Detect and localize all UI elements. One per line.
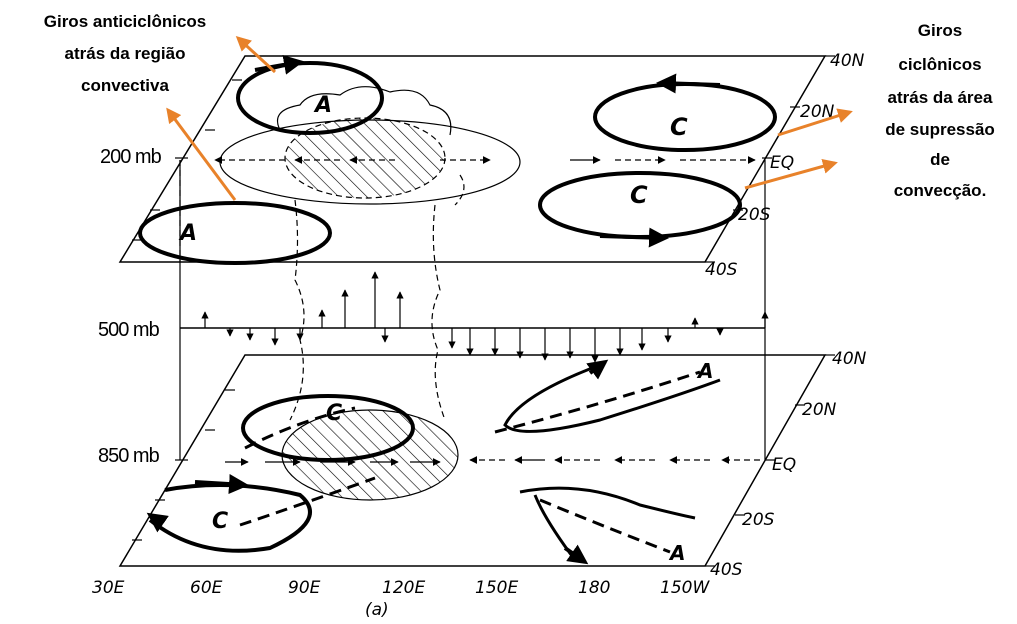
lat-top-20N: 20N	[800, 102, 835, 122]
lon-120E: 120E	[382, 578, 425, 598]
annotation-right-line-2: ciclônicos	[898, 55, 981, 74]
label-C-bot-lower: C	[212, 509, 228, 534]
lat-bot-20S: 20S	[742, 510, 775, 530]
annotation-left: Giros anticiclônicos atrás da região con…	[44, 12, 207, 95]
annotation-right: Giros ciclônicos atrás da área de supres…	[885, 21, 995, 200]
level-label-500: 500 mb	[98, 319, 160, 341]
lat-top-20S: 20S	[738, 205, 771, 225]
lon-60E: 60E	[190, 578, 223, 598]
convective-tower	[289, 174, 465, 421]
frame-verticals	[179, 160, 766, 460]
level-label-200: 200 mb	[100, 146, 162, 168]
lon-90E: 90E	[288, 578, 321, 598]
lat-top-40N: 40N	[830, 51, 865, 71]
annotation-left-line-2: atrás da região	[65, 44, 186, 63]
plane-200mb: A A C C	[118, 54, 835, 265]
annotation-right-line-1: Giros	[918, 21, 962, 40]
level-500mb	[180, 271, 769, 363]
lat-bot-20N: 20N	[802, 400, 837, 420]
lat-top-40S: 40S	[705, 260, 738, 280]
annotation-right-line-3: atrás da área	[888, 88, 993, 107]
lat-bot-40N: 40N	[832, 349, 867, 369]
label-A-bot-lower: A	[668, 541, 685, 565]
panel-label: (a)	[365, 600, 389, 620]
annotation-arrows	[166, 35, 853, 201]
lon-150W: 150W	[660, 578, 710, 598]
lat-bot-40S: 40S	[710, 560, 743, 580]
lon-150E: 150E	[475, 578, 518, 598]
annotation-left-line-3: convectiva	[81, 76, 169, 95]
label-C-bot-upper: C	[326, 401, 342, 426]
label-A-bot-upper: A	[696, 359, 713, 383]
annotation-left-line-1: Giros anticiclônicos	[44, 12, 207, 31]
label-C-top-upper: C	[670, 113, 688, 141]
label-A-top-lower: A	[178, 221, 197, 246]
lat-bot-EQ: EQ	[772, 455, 796, 475]
plane-850mb: C C A A	[118, 354, 835, 567]
lat-top-EQ: EQ	[770, 153, 794, 173]
lon-180: 180	[578, 578, 610, 598]
annotation-right-line-6: convecção.	[894, 181, 987, 200]
label-A-top-upper: A	[313, 93, 332, 118]
level-label-850: 850 mb	[98, 445, 160, 467]
lon-30E: 30E	[92, 578, 125, 598]
annotation-right-line-5: de	[930, 150, 950, 169]
annotation-right-line-4: de supressão	[885, 120, 995, 139]
label-C-top-lower: C	[630, 181, 648, 209]
